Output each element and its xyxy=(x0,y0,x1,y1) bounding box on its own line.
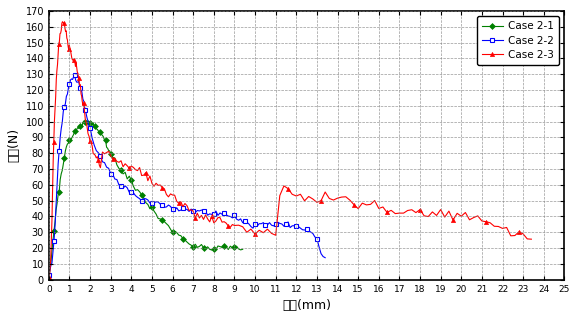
Case 2-2 xyxy=(159,203,166,207)
Line: Case 2-2: Case 2-2 xyxy=(47,73,327,277)
Y-axis label: 응력(N): 응력(N) xyxy=(7,128,20,162)
Case 2-2 xyxy=(313,237,320,241)
Case 2-1 xyxy=(144,203,151,206)
Case 2-2 xyxy=(46,273,53,277)
Case 2-3 xyxy=(305,195,312,198)
Case 2-1 xyxy=(200,246,207,249)
Case 2-2 xyxy=(288,224,295,228)
Case 2-3 xyxy=(280,184,287,188)
Case 2-2 xyxy=(272,222,279,226)
Line: Case 2-1: Case 2-1 xyxy=(47,119,245,282)
Case 2-3 xyxy=(59,20,66,24)
Case 2-1 xyxy=(85,119,92,122)
Case 2-3 xyxy=(46,275,53,278)
Case 2-1 xyxy=(76,127,83,130)
Case 2-3 xyxy=(55,42,62,46)
Case 2-2 xyxy=(71,73,78,77)
Case 2-3 xyxy=(528,237,535,241)
Case 2-2 xyxy=(322,256,329,260)
Case 2-2 xyxy=(293,225,300,228)
Case 2-1 xyxy=(239,248,246,251)
Case 2-1 xyxy=(46,278,53,282)
Case 2-3 xyxy=(157,183,164,187)
Case 2-3 xyxy=(52,95,59,99)
Case 2-1 xyxy=(225,248,232,251)
Legend: Case 2-1, Case 2-2, Case 2-3: Case 2-1, Case 2-2, Case 2-3 xyxy=(477,16,559,65)
Line: Case 2-3: Case 2-3 xyxy=(47,19,534,278)
Case 2-2 xyxy=(227,215,234,219)
Case 2-3 xyxy=(409,208,415,211)
Case 2-1 xyxy=(206,248,213,251)
X-axis label: 변위(mm): 변위(mm) xyxy=(282,299,331,312)
Case 2-1 xyxy=(78,125,85,129)
